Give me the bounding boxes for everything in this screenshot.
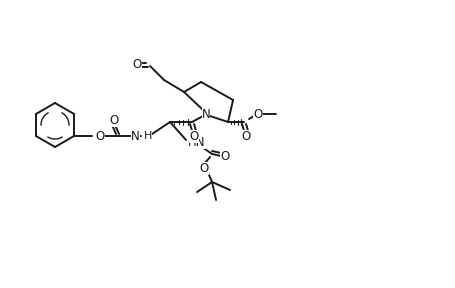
Text: O: O xyxy=(199,162,208,175)
Text: O: O xyxy=(241,130,250,143)
Text: O: O xyxy=(109,113,118,126)
Text: O: O xyxy=(189,130,198,143)
Text: HN: HN xyxy=(187,135,205,149)
Text: O: O xyxy=(253,107,262,120)
Text: N: N xyxy=(131,130,140,143)
Text: N: N xyxy=(201,107,210,120)
Text: O: O xyxy=(132,58,142,71)
Text: O: O xyxy=(95,130,105,143)
Text: H: H xyxy=(144,131,152,141)
Text: O: O xyxy=(220,149,229,162)
